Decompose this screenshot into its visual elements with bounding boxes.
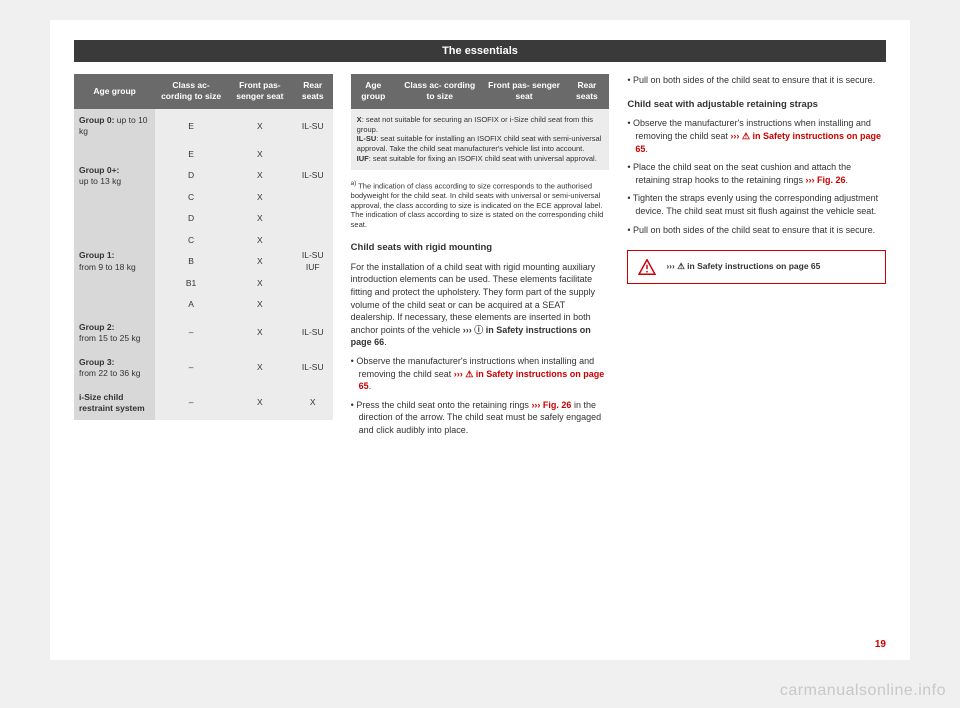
- legend-table-header: Age group Class ac- cording to size Fron…: [351, 74, 610, 109]
- legend-item: IUF: seat suitable for fixing an ISOFIX …: [357, 154, 604, 164]
- table-row: i-Size child restraint system – X X: [74, 386, 333, 421]
- rigid-mounting-heading: Child seats with rigid mounting: [351, 242, 610, 255]
- bullet-item: • Pull on both sides of the child seat t…: [627, 74, 886, 87]
- rigid-mounting-para: For the installation of a child seat wit…: [351, 261, 610, 349]
- group-label: Group 2:from 15 to 25 kg: [74, 316, 155, 351]
- th-rear: Rear seats: [293, 74, 333, 109]
- bullet-item: • Press the child seat onto the retainin…: [351, 399, 610, 437]
- th-front: Front pas- senger seat: [227, 74, 293, 109]
- group-label: Group 3:from 22 to 36 kg: [74, 351, 155, 386]
- bullet-item: • Tighten the straps evenly using the co…: [627, 192, 886, 217]
- bullet-item: • Pull on both sides of the child seat t…: [627, 224, 886, 237]
- legend-item: IL-SU: seat suitable for installing an I…: [357, 134, 604, 154]
- th-class: Class ac- cording to size: [396, 74, 484, 109]
- table-row: Group 1:from 9 to 18 kg D X IL-SU IUF: [74, 208, 333, 229]
- footnote-a: a) The indication of class according to …: [351, 180, 610, 230]
- th-front: Front pas- senger seat: [484, 74, 565, 109]
- straps-heading: Child seat with adjustable retaining str…: [627, 99, 886, 112]
- group-label: Group 0+:up to 13 kg: [74, 144, 155, 208]
- th-age-group: Age group: [351, 74, 396, 109]
- content-columns: Age group Class ac- cording to size Fron…: [74, 74, 886, 442]
- table-row: Group 0+:up to 13 kg E X IL-SU: [74, 144, 333, 165]
- group-label: Group 0: up to 10 kg: [74, 109, 155, 144]
- group-label: Group 1:from 9 to 18 kg: [74, 208, 155, 315]
- bullet-item: • Place the child seat on the seat cushi…: [627, 161, 886, 186]
- table-row: Group 3:from 22 to 36 kg – X IL-SU: [74, 351, 333, 386]
- warning-text: ››› ⚠ in Safety instructions on page 65: [666, 261, 820, 272]
- legend-item: X: seat not suitable for securing an ISO…: [357, 115, 604, 135]
- th-rear: Rear seats: [564, 74, 609, 109]
- th-age-group: Age group: [74, 74, 155, 109]
- legend-box: X: seat not suitable for securing an ISO…: [351, 109, 610, 170]
- warning-box: ››› ⚠ in Safety instructions on page 65: [627, 250, 886, 284]
- watermark: carmanualsonline.info: [780, 682, 946, 700]
- table-row: Group 2:from 15 to 25 kg – X IL-SU: [74, 316, 333, 351]
- bullet-item: • Observe the manufacturer's instruction…: [627, 117, 886, 155]
- bullet-item: • Observe the manufacturer's instruction…: [351, 355, 610, 393]
- column-2: Age group Class ac- cording to size Fron…: [351, 74, 610, 442]
- page-number: 19: [875, 639, 886, 650]
- warning-triangle-icon: [638, 259, 656, 275]
- column-1: Age group Class ac- cording to size Fron…: [74, 74, 333, 442]
- group-label: i-Size child restraint system: [74, 386, 155, 421]
- manual-page: The essentials Age group Class ac- cordi…: [50, 20, 910, 660]
- column-3: • Pull on both sides of the child seat t…: [627, 74, 886, 442]
- th-class: Class ac- cording to size: [155, 74, 227, 109]
- table-row: Group 0: up to 10 kg E X IL-SU: [74, 109, 333, 144]
- page-header: The essentials: [74, 40, 886, 62]
- isofix-table: Age group Class ac- cording to size Fron…: [74, 74, 333, 420]
